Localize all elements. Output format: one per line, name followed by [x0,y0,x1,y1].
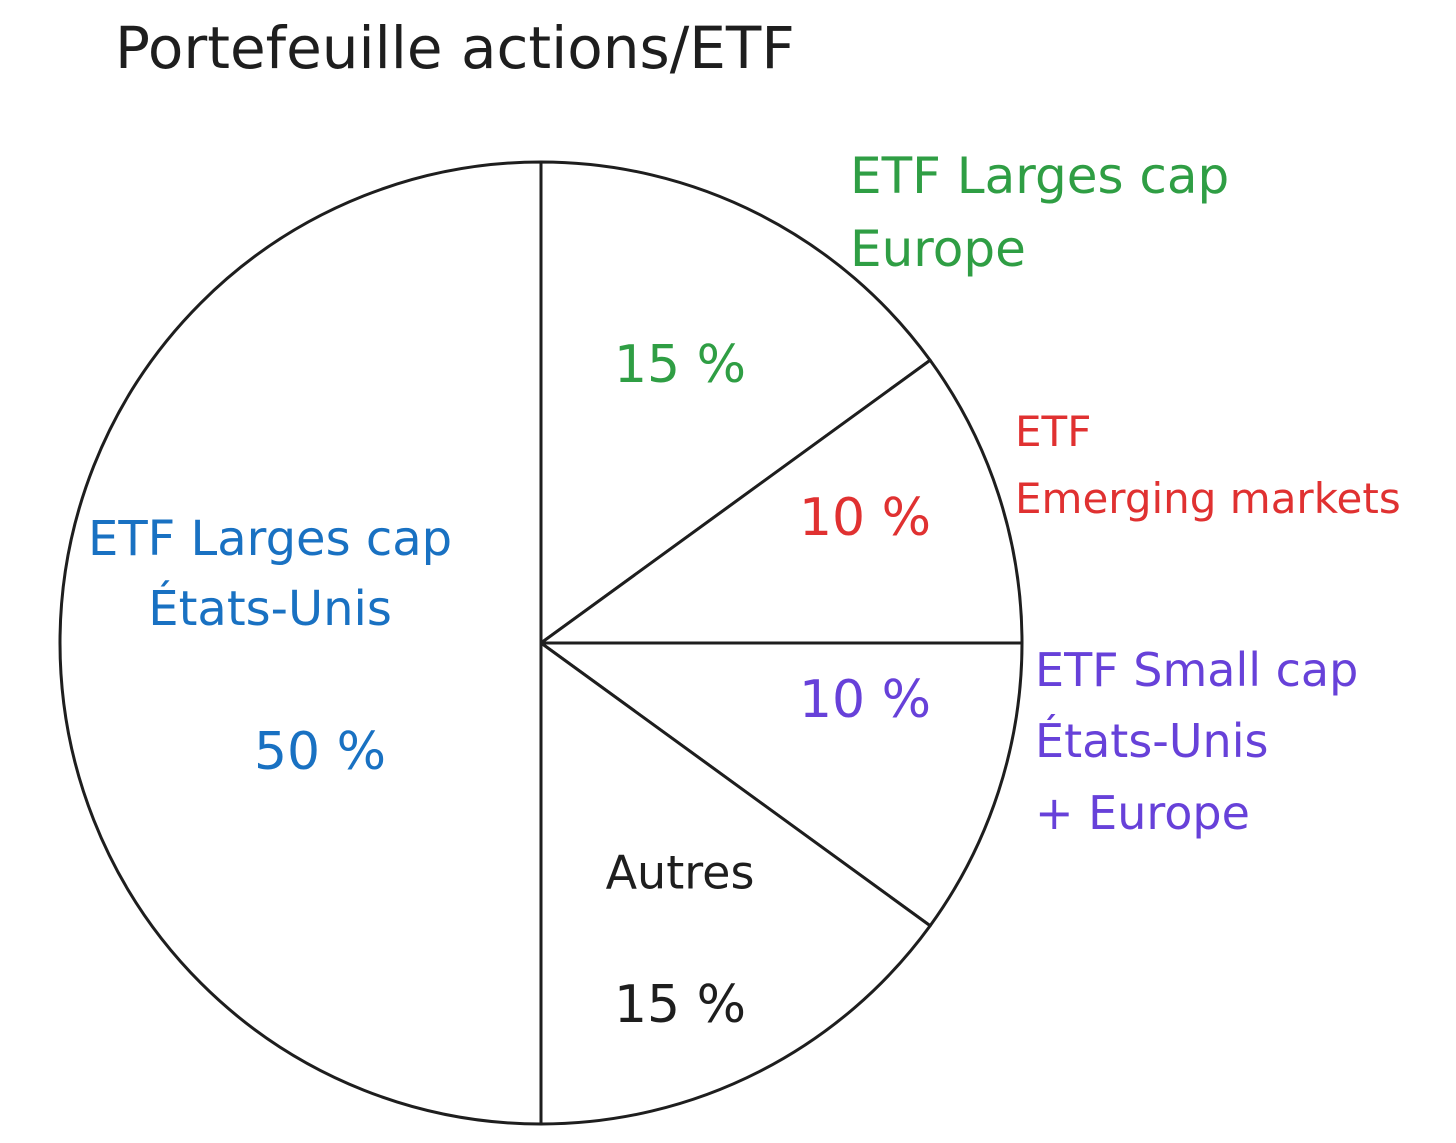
pie-slice [539,160,932,645]
slice-label: ETF Small cap États-Unis + Europe [1035,643,1359,840]
slice-label: ETF Larges cap Europe [850,147,1230,278]
chart-title: Portefeuille actions/ETF [115,14,795,82]
pie-slice [539,358,1024,645]
value-label: 10 % [798,488,932,548]
pie-slice [58,160,543,1126]
value-label: 15 % [613,335,747,395]
value-label: 15 % [613,975,747,1035]
slice-label: ETF Emerging markets [1015,407,1401,524]
pie-slice [539,641,1024,928]
pie-slice [539,641,932,1126]
value-label: 10 % [798,670,932,730]
value-label: 50 % [253,722,387,782]
slice-label: ETF Larges cap États-Unis [88,511,453,637]
slice-label: Autres [605,845,755,900]
